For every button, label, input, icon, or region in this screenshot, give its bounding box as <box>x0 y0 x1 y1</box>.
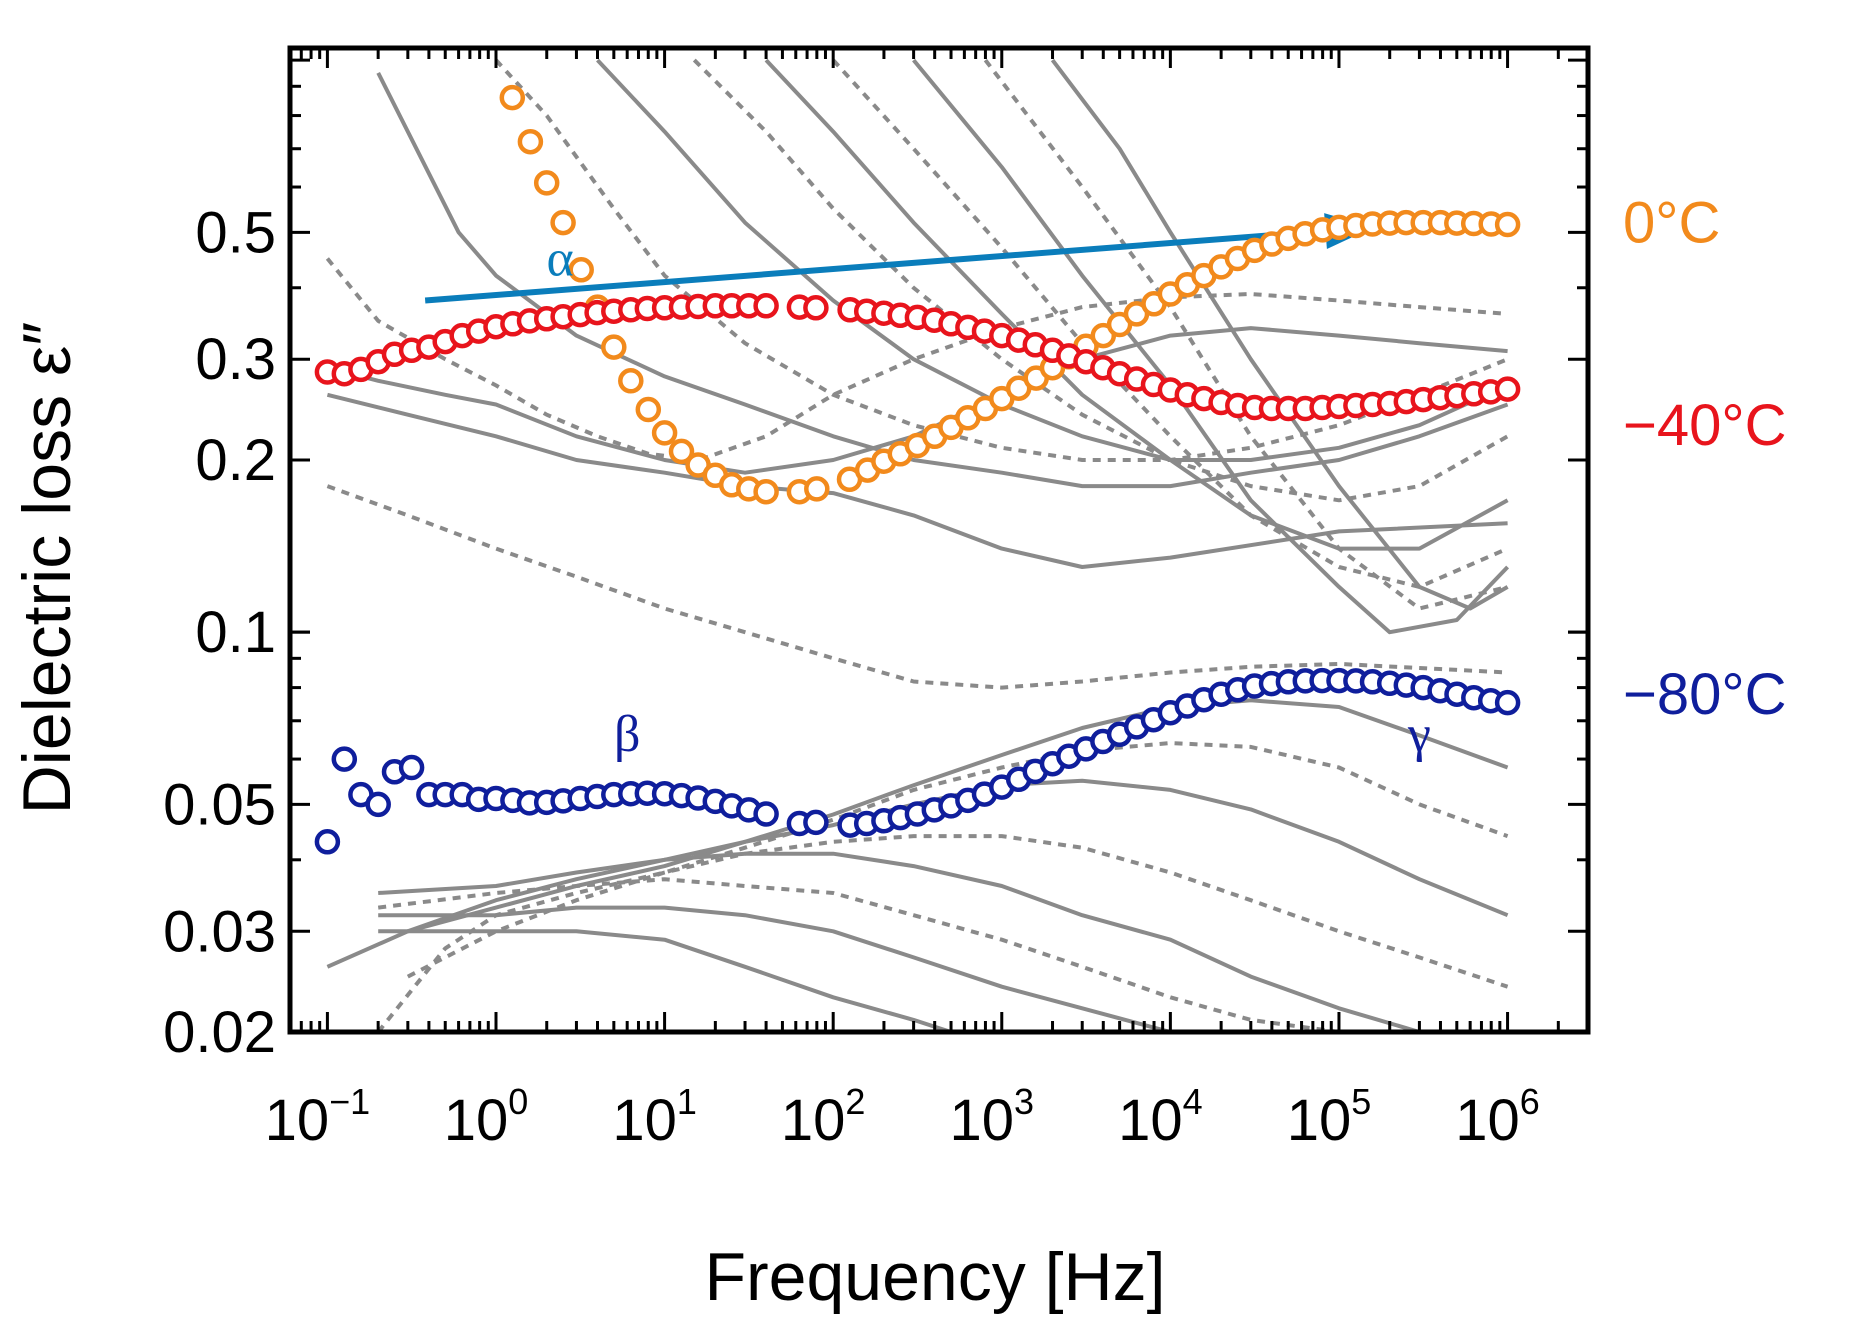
x-tick-label: 103 <box>950 1081 1035 1153</box>
marker-0c-7 <box>601 334 627 360</box>
grey-curve-7-dashed <box>692 58 1509 503</box>
marker-0c-1 <box>499 84 526 111</box>
marker-minus80c-1 <box>314 829 341 855</box>
axis-labels: 10−1 100 101 102 103 104 105 1060.020.030.050.1… <box>163 200 1540 1153</box>
x-tick-exponent: 5 <box>1351 1081 1371 1122</box>
axis-ticks <box>288 48 1590 1034</box>
x-tick-label: 106 <box>1455 1081 1540 1153</box>
alpha-arrow-shaft <box>424 228 1326 304</box>
grey-curve-15-dashed <box>376 741 1509 1032</box>
y-tick-label: 0.2 <box>195 428 276 493</box>
annotations: α β γ 0°C −40°C −80°C <box>546 191 1786 763</box>
grey-curve-6-solid <box>596 58 1509 462</box>
marker-0c-8 <box>618 368 644 394</box>
marker-0c-9 <box>635 396 662 423</box>
x-tick-label: 10−1 <box>265 1081 371 1153</box>
series-minus80c <box>314 667 1521 855</box>
grey-curve-20-solid <box>378 905 1171 1032</box>
marker-0c-10 <box>651 420 678 446</box>
x-tick-label: 102 <box>781 1081 866 1153</box>
grey-curve-19-dashed <box>377 877 1340 1032</box>
x-tick-label: 101 <box>612 1081 697 1153</box>
x-tick-exponent: 3 <box>1014 1081 1034 1122</box>
annotation-greek: β <box>614 706 640 763</box>
highlighted-markers <box>314 84 1521 855</box>
grey-curve-2-dashed <box>325 257 1508 462</box>
x-axis-title: Frequency [Hz] <box>704 1239 1165 1315</box>
marker-minus80c-6 <box>398 754 425 781</box>
grey-curve-21-solid <box>378 929 952 1032</box>
marker-0c-3 <box>533 170 560 196</box>
plot-frame <box>287 45 1591 1035</box>
x-tick-label: 104 <box>1118 1081 1203 1153</box>
marker-0c-5 <box>568 257 594 283</box>
y-axis-title: Dielectric loss ε″ <box>9 322 85 815</box>
y-tick-label: 0.05 <box>163 772 276 837</box>
grey-curve-18-solid <box>378 851 1420 1032</box>
x-tick-exponent: 4 <box>1183 1081 1203 1122</box>
marker-minus80c-2 <box>331 746 358 772</box>
annotation-greek: γ <box>1407 706 1431 763</box>
marker-0c-4 <box>550 209 576 236</box>
marker-minus80c-29 <box>803 809 829 836</box>
grey-curve-1-solid <box>326 392 1508 569</box>
x-tick-label: 105 <box>1287 1081 1372 1153</box>
marker-minus80c-69 <box>1494 689 1521 716</box>
marker-0c-18 <box>804 476 830 502</box>
y-tick-label: 0.5 <box>195 200 276 265</box>
intermediate-curves <box>325 58 1510 1032</box>
grey-curve-8-solid <box>764 58 1509 551</box>
y-tick-label: 0.02 <box>163 1000 276 1065</box>
x-tick-label: 100 <box>444 1081 529 1153</box>
marker-0c-58 <box>1494 211 1521 238</box>
x-tick-exponent: 0 <box>508 1081 528 1122</box>
marker-minus40c-27 <box>753 293 779 319</box>
marker-0c-2 <box>517 128 544 155</box>
x-tick-exponent: 1 <box>677 1081 697 1122</box>
marker-minus80c-27 <box>753 801 779 827</box>
marker-0c-11 <box>668 438 695 465</box>
y-tick-label: 0.03 <box>163 899 276 964</box>
y-tick-label: 0.1 <box>195 600 276 665</box>
grey-curve-12-solid <box>1050 58 1509 611</box>
temperature-label: −80°C <box>1623 662 1786 727</box>
temperature-label: 0°C <box>1623 191 1720 256</box>
grey-curve-14-solid <box>326 698 1509 969</box>
grey-curve-13-dashed <box>326 484 1508 690</box>
annotation-greek: α <box>546 231 573 288</box>
x-tick-exponent: 6 <box>1520 1081 1540 1122</box>
series-0c <box>499 84 1521 505</box>
grey-curve-17-dashed <box>406 834 1509 989</box>
marker-0c-16 <box>753 478 779 505</box>
grey-curve-10-solid <box>912 58 1510 635</box>
marker-minus40c-29 <box>803 295 829 321</box>
marker-minus40c-69 <box>1494 376 1521 402</box>
temperature-label: −40°C <box>1623 393 1786 458</box>
x-tick-exponent: 2 <box>845 1081 865 1122</box>
marker-minus80c-4 <box>365 791 391 818</box>
y-tick-label: 0.3 <box>195 327 276 392</box>
series-minus40c <box>314 293 1521 422</box>
x-tick-exponent: −1 <box>329 1081 370 1122</box>
